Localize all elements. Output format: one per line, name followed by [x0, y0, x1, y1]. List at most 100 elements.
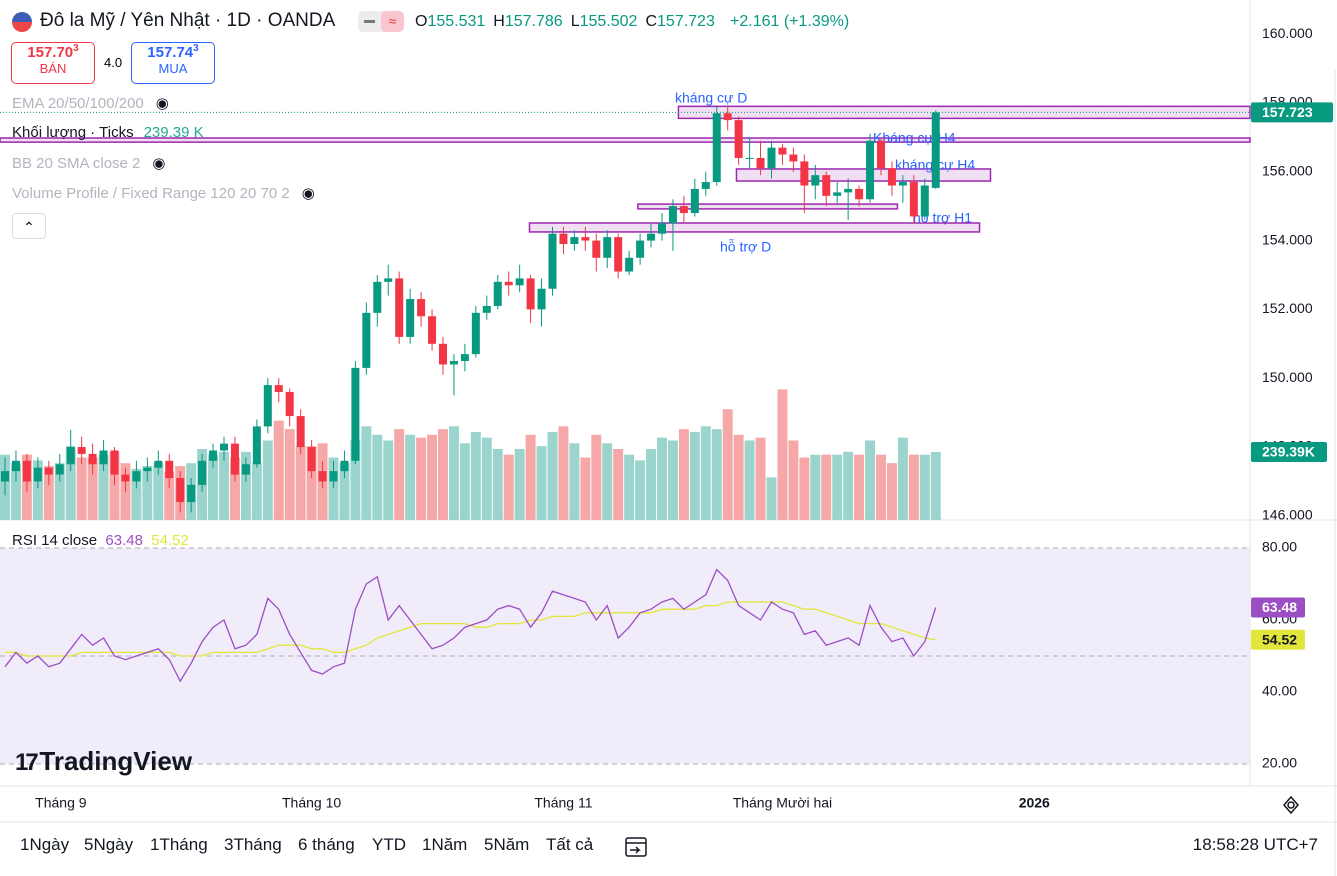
candle-body — [329, 471, 338, 482]
volume-bar — [10, 463, 21, 520]
candle-body — [340, 460, 349, 472]
zone-label: Kháng cự H4 — [873, 130, 956, 146]
volume-bar — [427, 434, 438, 520]
volume-bar — [131, 468, 142, 520]
indicator-pill[interactable]: ≈ — [358, 11, 404, 32]
volume-tag-label: 239.39K — [1262, 444, 1315, 460]
indicator-name: Khối lượng · Ticks — [12, 124, 134, 141]
volume-bar — [689, 431, 700, 520]
candle-body — [690, 188, 699, 214]
candle-body — [887, 168, 896, 186]
candle-body — [241, 464, 250, 475]
volume-bar — [164, 471, 175, 520]
candle-body — [537, 288, 546, 310]
volume-bar — [470, 431, 481, 520]
volume-bar — [251, 463, 262, 520]
volume-bar — [536, 446, 547, 520]
candle-body — [581, 237, 590, 241]
volume-bar — [229, 457, 240, 520]
candle-body — [395, 278, 404, 337]
volume-bar — [788, 440, 799, 520]
volume-bar — [273, 420, 284, 520]
visibility-toggle[interactable]: ◉ — [155, 95, 169, 112]
volume-bar — [98, 454, 109, 520]
range-button[interactable]: Tất cả — [546, 835, 594, 854]
volume-bar — [361, 426, 372, 520]
indicator-value: 239.39 K — [143, 124, 204, 141]
indicator-name: EMA 20/50/100/200 — [12, 95, 144, 112]
range-button[interactable]: YTD — [372, 835, 406, 854]
visibility-toggle[interactable]: ◉ — [152, 155, 166, 172]
last-price-label: 157.723 — [1262, 104, 1313, 120]
candle-body — [438, 343, 447, 365]
rsi-ma-tag — [1251, 629, 1305, 650]
candle-body — [898, 182, 907, 186]
candle-body — [384, 278, 393, 282]
sell-price-sup: 3 — [73, 43, 79, 54]
buy-button[interactable]: 157.743 MUA — [131, 42, 215, 84]
candle-body — [592, 240, 601, 258]
zone — [528, 222, 981, 233]
volume-bar — [613, 449, 624, 520]
candle-body — [285, 391, 294, 417]
candle-body — [99, 450, 108, 465]
range-button[interactable]: 1Ngày — [20, 835, 70, 854]
rsi-tag — [1251, 597, 1305, 618]
visibility-toggle[interactable]: ◉ — [301, 185, 315, 202]
candle-body — [296, 416, 305, 448]
volume-bar — [843, 451, 854, 520]
candle-body — [22, 460, 31, 482]
rsi-tick-label: 20.00 — [1262, 755, 1297, 771]
volume-bar — [43, 466, 54, 520]
range-button[interactable]: 1Tháng — [150, 835, 208, 854]
range-button[interactable]: 6 tháng — [298, 835, 355, 854]
candle-body — [833, 192, 842, 196]
candle-body — [351, 367, 360, 461]
candle-body — [362, 312, 371, 368]
rsi-value: 63.48 — [105, 532, 143, 549]
date-range-icon[interactable] — [624, 834, 648, 858]
candle-body — [154, 460, 163, 468]
volume-bar — [262, 440, 273, 520]
candle-body — [11, 460, 20, 472]
volume-bar — [394, 429, 405, 520]
ohlc-value: 155.502 — [579, 13, 638, 30]
symbol-title[interactable]: Đô la Mỹ / Yên Nhật · 1D · OANDA — [40, 10, 336, 31]
ohlc-key: H — [493, 13, 505, 30]
candle-body — [132, 471, 141, 482]
candle-body — [176, 478, 185, 503]
range-button[interactable]: 5Năm — [484, 835, 530, 854]
candle-body — [756, 157, 765, 169]
volume-bar — [65, 446, 76, 520]
volume-bar — [569, 443, 580, 520]
x-tick-label: Tháng 10 — [282, 795, 341, 811]
symbol-icon — [12, 12, 32, 32]
volume-bar — [76, 457, 87, 520]
collapse-button[interactable]: ⌃ — [12, 213, 46, 239]
candle-body — [800, 161, 809, 186]
y-tick-label: 154.000 — [1262, 231, 1313, 247]
rsi-ma-value: 54.52 — [151, 532, 189, 549]
candle-body — [252, 426, 261, 465]
volume-bar — [678, 429, 689, 520]
range-button[interactable]: 5Ngày — [84, 835, 134, 854]
candle-body — [668, 206, 677, 224]
settings-icon[interactable] — [1281, 795, 1301, 815]
volume-bar — [153, 463, 164, 520]
range-button[interactable]: 3Tháng — [224, 835, 282, 854]
candle-body — [307, 447, 316, 472]
ohlc-value: 157.786 — [504, 13, 563, 30]
volume-bar — [459, 443, 470, 520]
logo[interactable]: 17 TradingView — [15, 746, 193, 776]
candle-body — [822, 175, 831, 196]
range-button[interactable]: 1Năm — [422, 835, 468, 854]
candle-body — [1, 471, 10, 482]
volume-bar — [109, 451, 120, 520]
candle-body — [44, 467, 53, 475]
zone-label: kháng cự D — [675, 90, 747, 106]
sell-button[interactable]: 157.703 BÁN — [11, 42, 95, 84]
candle-body — [504, 281, 513, 286]
candle-body — [482, 305, 491, 313]
buy-label: MUA — [158, 61, 188, 76]
